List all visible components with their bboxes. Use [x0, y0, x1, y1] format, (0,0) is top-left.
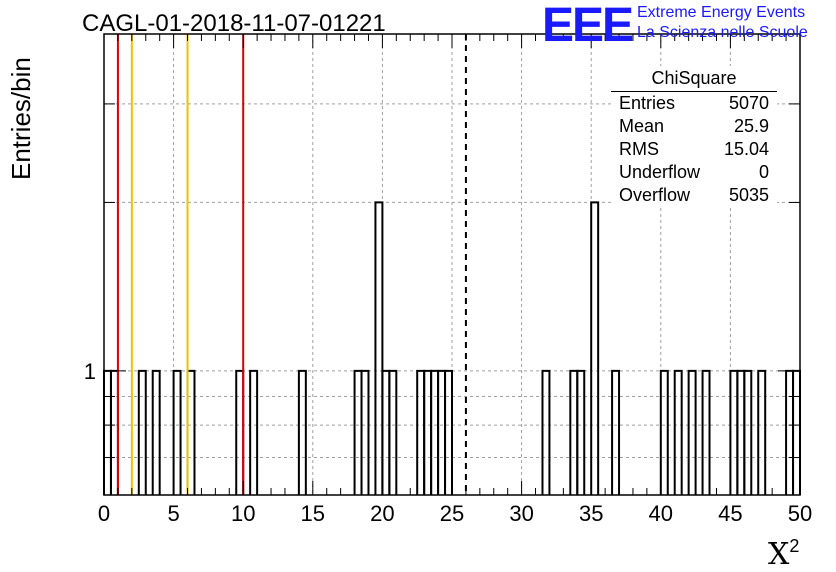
stats-value: 15.04	[723, 139, 769, 159]
run-title: CAGL-01-2018-11-07-01221	[82, 10, 386, 37]
y-tick-label: 1	[84, 359, 96, 384]
x-tick-label: 10	[231, 501, 255, 526]
histogram-bin	[673, 369, 683, 495]
y-tick-labels: 1	[84, 359, 96, 384]
histogram-bin	[388, 369, 398, 495]
axes	[103, 33, 801, 496]
histogram-bin	[172, 369, 182, 495]
x-tick-label: 5	[167, 501, 179, 526]
stats-label: Underflow	[619, 162, 701, 182]
histogram-bin	[757, 369, 767, 495]
x-tick-label: 50	[788, 501, 812, 526]
histogram-bin	[430, 369, 440, 495]
marker-lines	[116, 34, 467, 495]
histogram-bin	[235, 369, 245, 495]
x-tick-label: 40	[649, 501, 673, 526]
stats-box: ChiSquare Entries 5070 Mean 25.9 RMS 15.…	[611, 66, 777, 207]
histogram-bin	[186, 369, 196, 495]
histogram-bin	[590, 201, 600, 495]
histogram-bin	[785, 369, 795, 495]
x-tick-label: 45	[718, 501, 742, 526]
x-tick-label: 35	[579, 501, 603, 526]
x-tick-label: 15	[301, 501, 325, 526]
eee-logo: EEE	[542, 0, 634, 52]
stats-row-overflow: Overflow 5035	[611, 184, 777, 207]
x-tick-label: 0	[98, 501, 110, 526]
histogram-bin	[736, 369, 746, 495]
histogram-bin	[611, 369, 621, 495]
y-axis-label: Entries/bin	[6, 57, 36, 180]
logo-line-1: Extreme Energy Events	[637, 4, 806, 21]
stats-title: ChiSquare	[611, 66, 777, 92]
x-tick-labels: 0 5 10 15 20 25 30 35 40 45 50	[98, 501, 812, 526]
histogram-bin	[353, 369, 363, 495]
histogram-bin	[297, 369, 307, 495]
histogram-bin	[151, 369, 161, 495]
x-axis-label: X2	[768, 536, 799, 572]
stats-value: 5070	[728, 93, 769, 113]
stats-row-underflow: Underflow 0	[611, 161, 777, 184]
histogram-bin	[416, 369, 426, 495]
histogram-bin	[103, 369, 112, 495]
stats-row-mean: Mean 25.9	[611, 115, 777, 138]
stats-row-rms: RMS 15.04	[611, 138, 777, 161]
x-axis-label-base: X	[768, 537, 790, 572]
histogram-bin	[374, 201, 384, 495]
histogram-bin	[360, 369, 370, 495]
histogram-bin	[423, 369, 433, 495]
histogram-bin	[437, 369, 447, 495]
histogram-bin	[541, 369, 551, 495]
histogram-bin	[701, 369, 711, 495]
x-tick-label: 20	[370, 501, 394, 526]
x-axis-label-sup: 2	[789, 536, 800, 556]
histogram-bin	[249, 369, 259, 495]
histogram-bin	[576, 369, 586, 495]
histogram-bin	[729, 369, 739, 495]
histogram-bin	[137, 369, 147, 495]
histogram-bin	[381, 369, 391, 495]
stats-label: RMS	[619, 139, 659, 159]
stats-value: 5035	[728, 185, 769, 205]
stats-value: 25.9	[733, 116, 769, 136]
stats-label: Mean	[619, 116, 665, 136]
histogram-bin	[569, 369, 579, 495]
logo-line-2: La Scienza nelle Scuole	[637, 24, 808, 41]
stats-label: Overflow	[619, 185, 691, 205]
stats-value: 0	[758, 162, 769, 182]
x-tick-label: 25	[440, 501, 464, 526]
histogram-bin	[743, 369, 753, 495]
stats-row-entries: Entries 5070	[611, 92, 777, 115]
histogram-bin	[687, 369, 697, 495]
histogram-bin	[109, 369, 119, 495]
histogram	[103, 201, 801, 495]
x-tick-label: 30	[509, 501, 533, 526]
histogram-bin	[792, 369, 801, 495]
histogram-bin	[659, 369, 669, 495]
histogram-bin	[444, 369, 453, 495]
stats-label: Entries	[619, 93, 676, 113]
